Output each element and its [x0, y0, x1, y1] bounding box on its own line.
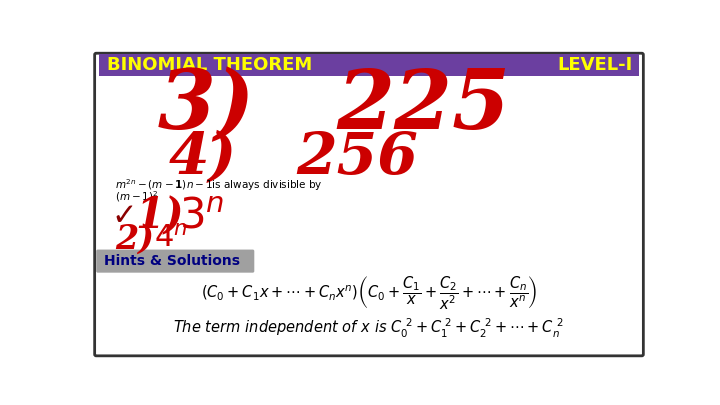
FancyBboxPatch shape: [96, 249, 254, 273]
Text: $\it{The\ term\ independent\ of\ x\ is}\ C_0^{\ 2} + C_1^{\ 2} + C_2^{\ 2} + \cd: $\it{The\ term\ independent\ of\ x\ is}\…: [174, 317, 564, 340]
Text: $(C_0 + C_1 x + \cdots + C_n x^n)\left(C_0 + \dfrac{C_1}{x} + \dfrac{C_2}{x^2} +: $(C_0 + C_1 x + \cdots + C_n x^n)\left(C…: [201, 274, 537, 312]
Text: $m^{2n} - (m - \mathbf{1})n - 1$is always divisible by: $m^{2n} - (m - \mathbf{1})n - 1$is alway…: [114, 177, 323, 193]
Text: 4): 4): [168, 130, 236, 186]
Text: ✓: ✓: [112, 202, 138, 231]
Text: $3^n$: $3^n$: [179, 196, 225, 237]
Text: 225: 225: [336, 66, 510, 146]
Text: 2): 2): [116, 222, 155, 255]
Text: 3): 3): [158, 66, 255, 146]
FancyBboxPatch shape: [94, 53, 644, 356]
Text: BINOMIAL THEOREM: BINOMIAL THEOREM: [107, 56, 312, 74]
Text: $4^n$: $4^n$: [153, 224, 187, 253]
Text: 256: 256: [297, 130, 418, 186]
Text: $(m - 1)^2$: $(m - 1)^2$: [114, 189, 158, 204]
Text: 1): 1): [135, 196, 184, 237]
Bar: [99, 54, 639, 76]
Text: Hints & Solutions: Hints & Solutions: [104, 254, 240, 268]
Text: LEVEL-I: LEVEL-I: [557, 56, 632, 74]
